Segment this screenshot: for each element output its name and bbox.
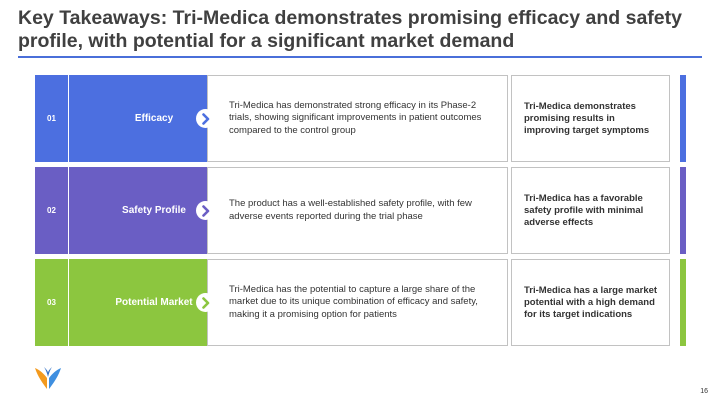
- row-accent: [673, 259, 686, 346]
- company-logo-icon: [34, 366, 62, 390]
- row-takeaway: Tri-Medica has a large market potential …: [511, 259, 670, 346]
- chevron-right-icon: [196, 293, 215, 312]
- row-accent-bar: [680, 75, 686, 162]
- row-takeaway: Tri-Medica demonstrates promising result…: [511, 75, 670, 162]
- row-description: Tri-Medica has demonstrated strong effic…: [207, 75, 508, 162]
- title-divider: [18, 56, 702, 58]
- row-description-text: Tri-Medica has the potential to capture …: [229, 283, 478, 320]
- row-accent: [673, 75, 686, 162]
- takeaway-row-market: 03 Potential Market Tri-Medica has the p…: [35, 259, 686, 346]
- takeaway-row-efficacy: 01 Efficacy Tri-Medica has demonstrated …: [35, 75, 686, 162]
- page-number: 16: [700, 388, 708, 395]
- chevron-right-icon: [196, 201, 215, 220]
- row-accent: [673, 167, 686, 254]
- row-accent-bar: [680, 167, 686, 254]
- slide-title: Key Takeaways: Tri-Medica demonstrates p…: [18, 7, 682, 52]
- row-description: Tri-Medica has the potential to capture …: [207, 259, 508, 346]
- takeaway-row-safety: 02 Safety Profile The product has a well…: [35, 167, 686, 254]
- row-number: 01: [35, 75, 68, 162]
- row-description-text: Tri-Medica has demonstrated strong effic…: [229, 99, 482, 136]
- row-number: 03: [35, 259, 68, 346]
- chevron-right-icon: [196, 109, 215, 128]
- row-takeaway-text: Tri-Medica demonstrates promising result…: [524, 100, 650, 136]
- row-number: 02: [35, 167, 68, 254]
- row-takeaway-text: Tri-Medica has a large market potential …: [524, 284, 658, 320]
- row-description-text: The product has a well-established safet…: [229, 198, 472, 222]
- row-takeaway: Tri-Medica has a favorable safety profil…: [511, 167, 670, 254]
- row-description: The product has a well-established safet…: [207, 167, 508, 254]
- row-accent-bar: [680, 259, 686, 346]
- row-takeaway-text: Tri-Medica has a favorable safety profil…: [524, 192, 644, 228]
